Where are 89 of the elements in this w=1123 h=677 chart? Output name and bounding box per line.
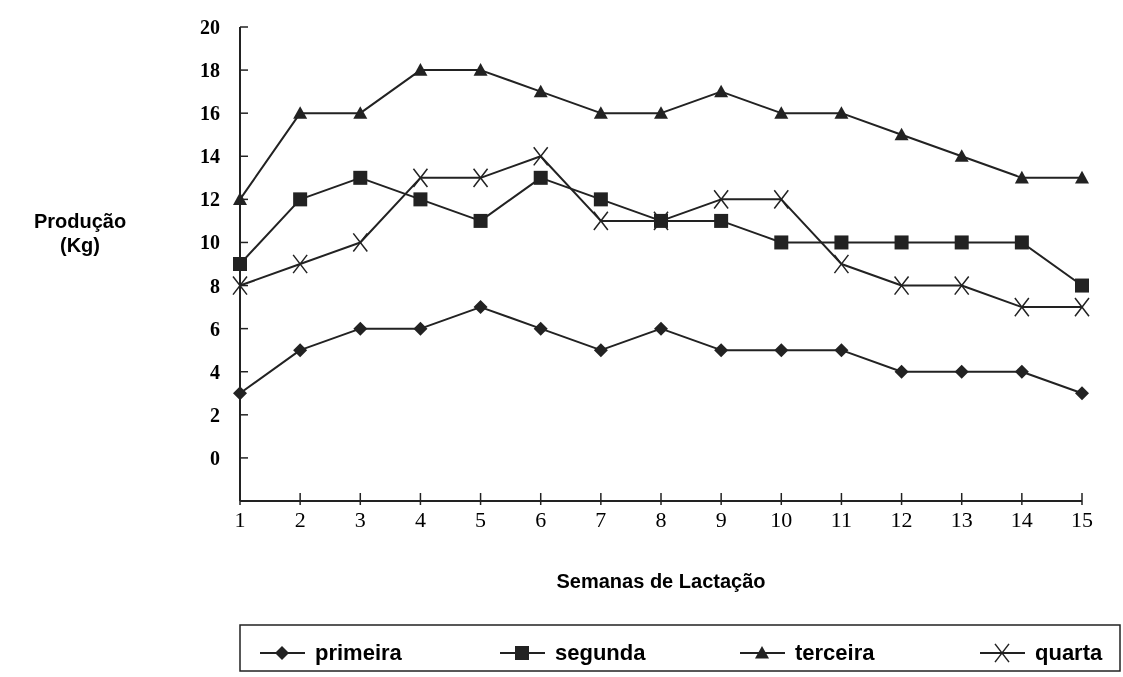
point <box>774 106 789 119</box>
y-tick-label: 20 <box>200 16 220 38</box>
x-tick-label: 15 <box>1071 507 1093 532</box>
x-tick-label: 10 <box>770 507 793 532</box>
point <box>954 149 969 162</box>
point <box>1014 364 1029 379</box>
point <box>473 213 488 228</box>
point <box>654 321 668 336</box>
point <box>593 192 608 207</box>
point <box>233 257 247 271</box>
x-axis-title: Semanas de Lactação <box>556 570 766 592</box>
point <box>532 146 549 167</box>
point <box>894 364 909 379</box>
y-tick-label: 2 <box>210 403 220 426</box>
point <box>774 343 789 358</box>
point <box>894 235 909 250</box>
y-tick-label: 18 <box>200 59 220 82</box>
point <box>593 106 608 119</box>
point <box>593 343 608 358</box>
x-tick-label: 4 <box>414 507 426 532</box>
point <box>1074 297 1090 317</box>
point <box>834 106 849 119</box>
point <box>533 321 548 336</box>
point <box>353 106 368 119</box>
point <box>593 211 609 231</box>
point <box>412 167 429 188</box>
point <box>1014 170 1029 184</box>
point <box>413 192 428 207</box>
point <box>232 275 248 296</box>
point <box>714 84 729 98</box>
x-tick-label: 7 <box>595 507 607 532</box>
legend-label: quarta <box>1035 640 1103 665</box>
point <box>472 167 489 188</box>
point <box>1075 278 1089 293</box>
point <box>292 254 308 274</box>
point <box>953 275 970 296</box>
point <box>533 170 548 185</box>
x-tick-label: 9 <box>715 507 727 532</box>
point <box>714 213 729 228</box>
point <box>1075 170 1089 184</box>
y-tick-label: 4 <box>210 360 220 383</box>
point <box>353 170 368 185</box>
point <box>473 300 488 315</box>
y-tick-label: 6 <box>210 317 220 340</box>
x-tick-label: 1 <box>234 507 246 532</box>
point <box>293 343 308 358</box>
x-tick-label: 6 <box>535 507 547 532</box>
point <box>1014 297 1030 317</box>
x-tick-label: 13 <box>950 507 973 532</box>
x-tick-label: 11 <box>830 507 853 532</box>
point <box>833 254 850 274</box>
point <box>352 232 369 253</box>
x-tick-label: 2 <box>294 507 306 532</box>
point <box>893 275 910 296</box>
point <box>413 321 428 336</box>
x-tick-label: 12 <box>890 507 913 532</box>
y-tick-label: 10 <box>200 231 220 254</box>
point <box>293 192 308 207</box>
point <box>1075 386 1089 401</box>
y-tick-label: 8 <box>210 274 220 297</box>
point <box>834 235 849 250</box>
point <box>533 84 548 98</box>
point <box>413 63 428 76</box>
y-tick-label: 12 <box>200 188 220 211</box>
x-tick-label: 3 <box>354 507 366 532</box>
point <box>233 386 247 401</box>
y-axis-title: Produção (Kg) <box>33 210 127 256</box>
point <box>774 235 789 250</box>
point <box>353 321 368 336</box>
point <box>954 235 969 250</box>
y-tick-label: 14 <box>200 145 220 168</box>
legend-label: terceira <box>795 640 876 665</box>
point <box>954 364 969 379</box>
point <box>834 343 849 358</box>
x-tick-label: 14 <box>1010 507 1033 532</box>
point <box>473 63 488 76</box>
point <box>654 106 668 119</box>
point <box>1014 235 1029 250</box>
point <box>894 127 909 141</box>
y-tick-label: 0 <box>210 446 220 469</box>
point <box>713 189 729 210</box>
point <box>773 189 790 210</box>
legend-label: primeira <box>315 640 403 665</box>
point <box>714 343 729 358</box>
y-tick-label: 16 <box>200 102 220 125</box>
legend-label: segunda <box>555 640 647 665</box>
x-tick-label: 8 <box>655 507 667 532</box>
x-tick-label: 5 <box>475 507 487 532</box>
point <box>293 106 308 119</box>
